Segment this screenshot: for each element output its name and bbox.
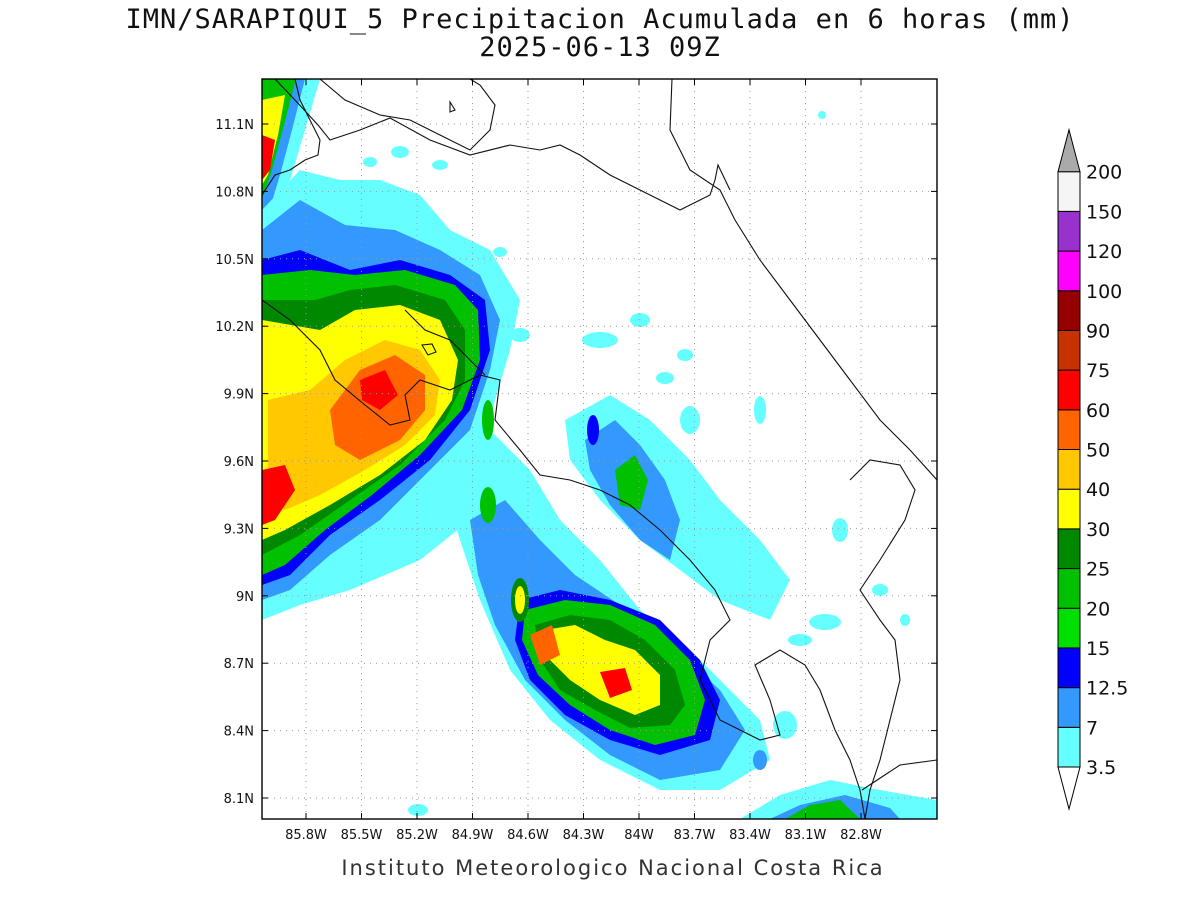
colorbar-segment xyxy=(1057,210,1081,252)
rain-scattered-cells xyxy=(363,111,910,816)
colorbar-segment xyxy=(1057,329,1081,371)
lake-small xyxy=(421,343,437,356)
lon-label: 84.3W xyxy=(563,828,605,843)
lat-label: 8.7N xyxy=(224,657,254,672)
colorbar-label: 60 xyxy=(1086,400,1110,422)
map-title: IMN/SARAPIQUI_5 Precipitacion Acumulada … xyxy=(125,4,1075,35)
colorbar-segment xyxy=(1057,726,1081,768)
colorbar-segment xyxy=(1057,290,1081,331)
lat-label: 9N xyxy=(236,590,254,605)
colorbar-label: 90 xyxy=(1086,320,1110,342)
latitude-axis: 11.1N 10.8N 10.5N 10.2N 9.9N 9.6N 9.3N 9N 8.7N 8.… xyxy=(215,118,937,807)
island-outline xyxy=(449,100,456,113)
rain-region-central-pacific xyxy=(440,430,770,790)
lat-label: 9.9N xyxy=(224,388,254,403)
lat-label: 10.2N xyxy=(215,320,254,335)
colorbar-segment xyxy=(1057,409,1081,450)
precipitation-field xyxy=(262,79,937,819)
colorbar-label: 30 xyxy=(1086,519,1110,541)
colorbar-segment xyxy=(1057,171,1081,212)
lon-label: 84W xyxy=(624,828,654,843)
footer-credit: Instituto Meteorologico Nacional Costa R… xyxy=(341,856,885,880)
lon-label: 84.6W xyxy=(507,828,549,843)
colorbar-label: 75 xyxy=(1086,360,1110,382)
lat-label: 9.3N xyxy=(224,522,254,537)
colorbar-segment xyxy=(1057,528,1081,570)
colorbar-segment xyxy=(1057,369,1081,411)
colorbar-segment xyxy=(1057,449,1081,490)
longitude-axis: 85.8W 85.5W 85.2W 84.9W 84.6W 84.3W 84W 83.7W 83… xyxy=(285,79,882,843)
panama-border xyxy=(849,459,916,819)
lat-label: 11.1N xyxy=(215,118,254,133)
colorbar-label: 40 xyxy=(1086,479,1110,501)
colorbar-label: 25 xyxy=(1086,559,1110,581)
lon-label: 85.2W xyxy=(396,828,438,843)
colorbar-segment xyxy=(1057,607,1081,649)
lat-label: 9.6N xyxy=(224,455,254,470)
colorbar: 3.5 7 12.5 15 20 25 30 40 50 60 75 90 100 120 150 200 xyxy=(1057,127,1128,811)
colorbar-label: 120 xyxy=(1086,241,1122,263)
map-subtitle: 2025-06-13 09Z xyxy=(479,32,721,63)
colorbar-upper-arrow xyxy=(1057,127,1081,173)
colorbar-lower-arrow xyxy=(1057,766,1081,811)
lon-label: 84.9W xyxy=(452,828,494,843)
colorbar-segment xyxy=(1057,250,1081,292)
caribbean-coastline xyxy=(669,79,937,481)
lake-outline xyxy=(319,79,496,151)
pacific-coastline-north xyxy=(262,299,866,819)
colorbar-label: 50 xyxy=(1086,440,1110,462)
colorbar-label: 150 xyxy=(1086,201,1122,223)
colorbar-segment xyxy=(1057,687,1081,728)
colorbar-label: 100 xyxy=(1086,281,1122,303)
colorbar-label: 20 xyxy=(1086,598,1110,620)
nicaragua-coastline xyxy=(262,79,321,196)
colorbar-segment xyxy=(1057,568,1081,609)
lat-label: 10.8N xyxy=(215,185,254,200)
lat-label: 8.4N xyxy=(224,725,254,740)
nicaragua-border xyxy=(274,79,731,211)
lon-label: 83.7W xyxy=(674,828,716,843)
lon-label: 83.1W xyxy=(785,828,827,843)
lon-label: 82.8W xyxy=(840,828,882,843)
colorbar-label: 15 xyxy=(1086,638,1110,660)
colorbar-label: 7 xyxy=(1086,717,1098,739)
coastline-and-borders xyxy=(262,79,937,819)
colorbar-label: 12.5 xyxy=(1086,678,1128,700)
lat-label: 10.5N xyxy=(215,253,254,268)
panama-coast xyxy=(861,759,937,791)
plot-frame xyxy=(261,78,938,820)
lon-label: 85.8W xyxy=(285,828,327,843)
lat-label: 8.1N xyxy=(224,792,254,807)
colorbar-segment xyxy=(1057,488,1081,530)
colorbar-segment xyxy=(1057,647,1081,689)
colorbar-label: 3.5 xyxy=(1086,757,1116,779)
colorbar-label: 200 xyxy=(1086,162,1122,184)
lon-label: 85.5W xyxy=(341,828,383,843)
rain-region-southeast xyxy=(740,780,937,819)
costa-rica-interior-border xyxy=(404,309,486,376)
lon-label: 83.4W xyxy=(729,828,771,843)
